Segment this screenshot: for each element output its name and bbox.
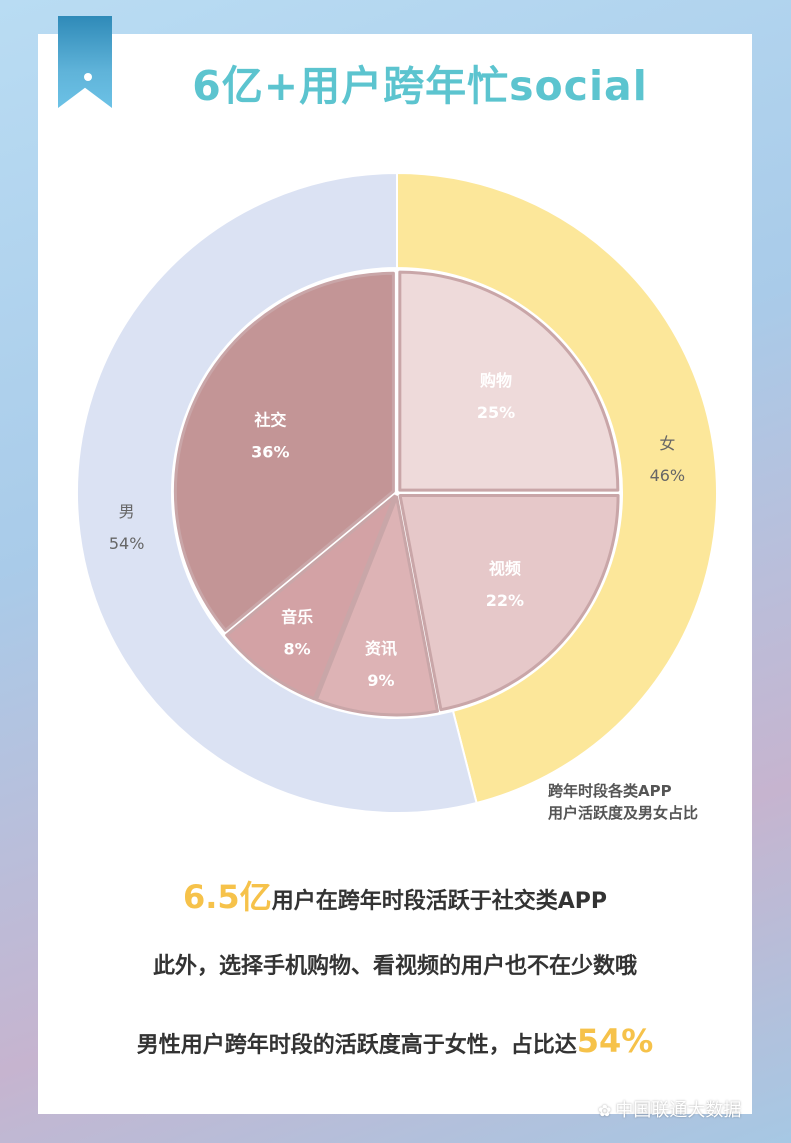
highlight-male-share: 54%	[576, 1022, 654, 1060]
chart-caption-line-2: 用户活跃度及男女占比	[548, 804, 699, 822]
donut-pie-chart: 女 46% 男 54% 购物 25% 视频 22% 资讯 9% 音乐 8% 社交 36%	[76, 171, 718, 814]
ring-value-0: 46%	[650, 466, 686, 485]
summary-line-2: 此外，选择手机购物、看视频的用户也不在少数哦	[152, 954, 637, 979]
pie-label-0: 购物	[480, 371, 512, 390]
highlight-users: 6.5亿	[183, 878, 272, 916]
watermark-text: 中国联通大数据	[615, 1100, 742, 1121]
pie-slice-0	[398, 270, 620, 492]
wechat-icon: ✿	[598, 1101, 612, 1120]
ring-value-1: 54%	[109, 534, 145, 553]
pie-slice-1	[398, 494, 620, 712]
ring-label-0: 女	[659, 434, 675, 453]
page-title: 6亿+用户跨年忙social	[192, 62, 648, 110]
pie-label-3: 音乐	[281, 608, 313, 627]
ring-label-1: 男	[119, 502, 135, 521]
pie-label-1: 视频	[489, 559, 521, 578]
pie-value-3: 8%	[283, 640, 310, 659]
summary-line-3: 男性用户跨年时段的活跃度高于女性，占比达54%	[38, 1022, 752, 1060]
pie-value-4: 36%	[251, 442, 289, 461]
chart-caption: 跨年时段各类APP 用户活跃度及男女占比	[548, 780, 698, 824]
pie-slice-2	[314, 495, 439, 717]
pie-value-2: 9%	[367, 671, 394, 690]
pie-slice-4	[173, 271, 395, 632]
pie-value-1: 22%	[486, 591, 524, 610]
watermark: ✿ 中国联通大数据	[598, 1096, 741, 1122]
pie-label-2: 资讯	[365, 639, 397, 658]
summary-line-3-text: 男性用户跨年时段的活跃度高于女性，占比达	[136, 1033, 577, 1058]
pie-slice-3	[225, 494, 397, 701]
summary-line-1: 6.5亿用户在跨年时段活跃于社交类APP	[38, 872, 752, 918]
chart-caption-line-1: 跨年时段各类APP	[548, 782, 672, 800]
pie-value-0: 25%	[477, 403, 515, 422]
summary-line-1-text: 用户在跨年时段活跃于社交类APP	[271, 889, 607, 914]
ribbon-dot	[84, 73, 92, 81]
pie-label-4: 社交	[253, 410, 286, 429]
